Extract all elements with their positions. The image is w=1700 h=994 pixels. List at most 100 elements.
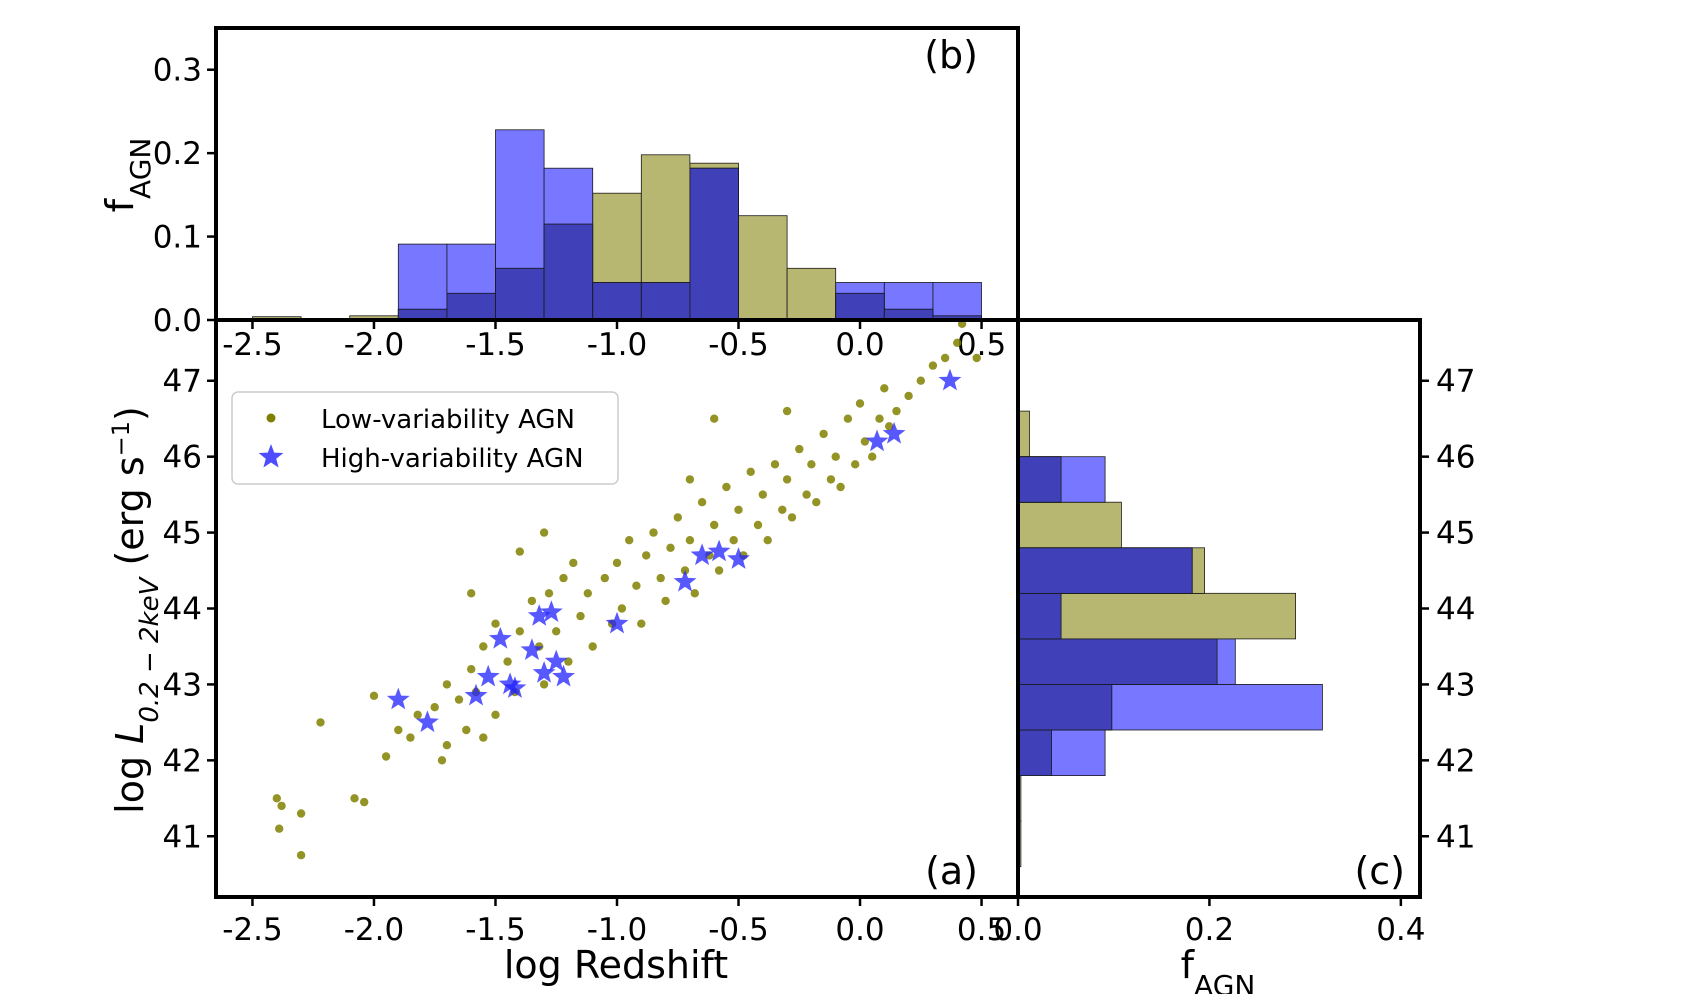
panel-a-label: (a) — [925, 849, 978, 893]
panel-a-ytick-label: 45 — [163, 516, 202, 552]
high-variability-star — [540, 600, 563, 622]
low-variability-point — [552, 627, 561, 636]
high-variability-star — [503, 676, 527, 698]
low-variability-point — [642, 551, 651, 560]
low-variability-point — [275, 824, 284, 833]
low-variability-point — [360, 797, 369, 807]
low-variability-point — [576, 611, 585, 621]
panel-c-overlap-bar — [1017, 456, 1062, 503]
panel-a: -2.5 -2.0 -1.5 -1.0 -0.5 0.0 0.5 41 42 43 44 45 46 47… — [107, 318, 1020, 987]
panel-b-low-bar — [786, 267, 837, 321]
low-variability-point — [272, 794, 281, 803]
panel-a-ytick-label: 47 — [163, 364, 202, 400]
low-variability-point — [442, 741, 452, 750]
low-variability-point — [316, 718, 325, 727]
low-variability-point — [413, 710, 422, 719]
high-variability-star — [865, 429, 889, 452]
low-variability-point — [369, 691, 379, 700]
low-variability-point — [515, 627, 524, 636]
low-variability-point — [527, 596, 537, 606]
low-variability-point — [770, 460, 780, 469]
low-variability-point — [381, 752, 391, 761]
panel-c-frame — [1016, 318, 1422, 899]
panel-a-xtick-label: -1.5 — [465, 912, 526, 948]
panel-c-ytick-label: 43 — [1436, 667, 1475, 703]
panel-c-label: (c) — [1354, 849, 1405, 893]
panel-a-xtick-label: -2.5 — [222, 912, 283, 948]
high-variability-star — [544, 649, 568, 672]
panel-b-overlap-bar — [592, 282, 642, 321]
low-variability-point — [515, 547, 524, 556]
low-variability-point — [753, 520, 763, 530]
panel-c-ytick-label: 42 — [1436, 743, 1475, 779]
low-variability-point — [860, 437, 870, 446]
panel-b-ylabel: fAGN — [98, 138, 157, 213]
low-variability-point — [875, 414, 884, 423]
panel-a-ylabel: log L0.2 − 2keV (erg s−1) — [107, 406, 165, 814]
panel-a-xlabel: log Redshift — [504, 943, 728, 987]
low-variability-point — [880, 384, 889, 393]
low-variability-point — [710, 520, 719, 530]
low-variability-point — [690, 589, 699, 598]
high-variability-star — [938, 368, 962, 391]
low-variability-point — [972, 353, 981, 363]
low-variability-point — [569, 558, 578, 568]
low-variability-point — [661, 596, 670, 606]
panel-b-overlap-bar — [495, 267, 545, 321]
panel-a-xtick-label: -1.0 — [587, 912, 648, 948]
panel-b-xtick-label: 0.0 — [835, 327, 884, 363]
high-variability-star — [673, 569, 697, 592]
low-variability-point — [734, 505, 743, 514]
panel-c-overlap-bar — [1017, 547, 1193, 594]
panel-c-ticks: 0.0 0.2 0.4 41 42 43 44 45 46 47 — [993, 364, 1475, 948]
low-variability-point — [637, 619, 646, 628]
panel-c-ytick-label: 45 — [1436, 516, 1475, 552]
high-variability-star — [532, 661, 556, 683]
low-variability-point — [296, 851, 306, 860]
low-variability-point — [758, 490, 767, 499]
low-variability-point — [697, 498, 707, 507]
panel-b-overlap-bar — [543, 223, 594, 321]
panel-b-ytick-label: 0.0 — [153, 303, 202, 339]
high-variability-star — [690, 543, 714, 566]
low-variability-point — [437, 756, 447, 765]
low-variability-point — [612, 558, 622, 568]
low-variability-point — [836, 482, 845, 492]
high-variability-star — [476, 664, 500, 687]
panel-a-xtick-label: -0.5 — [708, 912, 769, 948]
low-variability-point — [491, 710, 500, 719]
panel-b-xtick-label: -1.0 — [587, 327, 648, 363]
low-variability-point — [544, 589, 554, 598]
legend-low-label: Low-variability AGN — [321, 405, 575, 435]
low-variability-point — [406, 733, 415, 742]
low-variability-point — [666, 543, 675, 552]
low-variability-point — [350, 794, 359, 803]
low-variability-point — [851, 460, 860, 469]
low-variability-point — [454, 695, 464, 704]
panel-c-ytick-label: 46 — [1436, 440, 1475, 476]
panel-c-low-bar — [1017, 592, 1297, 640]
low-variability-point — [843, 414, 853, 423]
low-variability-point — [617, 604, 627, 613]
low-variability-point — [729, 536, 738, 545]
high-variability-star — [386, 687, 410, 710]
low-variability-point — [892, 406, 901, 416]
panel-b-xtick-label: 0.5 — [957, 327, 1006, 363]
low-variability-point — [467, 665, 476, 674]
low-variability-point — [710, 414, 719, 423]
panel-c-xtick-label: 0.0 — [993, 912, 1042, 948]
low-variability-point — [782, 475, 792, 484]
panel-b-xtick-label: -1.5 — [465, 327, 526, 363]
low-variability-point — [588, 642, 597, 651]
high-variability-star — [727, 547, 750, 569]
high-variability-star — [520, 638, 544, 660]
low-variability-point — [904, 391, 913, 401]
panel-b-overlap-bar — [689, 167, 739, 321]
low-variability-point — [564, 657, 573, 666]
low-variability-point — [277, 801, 286, 811]
high-variability-star — [464, 683, 488, 706]
low-variability-point — [462, 725, 471, 735]
panel-b-overlap-bar — [446, 292, 496, 321]
low-variability-point — [296, 809, 306, 818]
panel-a-low-variability-points — [272, 319, 981, 860]
